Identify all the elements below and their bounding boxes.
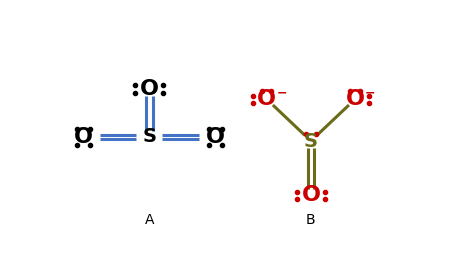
Text: O: O	[206, 127, 225, 147]
Text: A: A	[145, 213, 154, 227]
Text: O: O	[140, 79, 159, 99]
Text: O: O	[73, 127, 92, 147]
Text: −: −	[277, 86, 288, 99]
Text: −: −	[365, 86, 376, 99]
Text: O: O	[257, 89, 276, 109]
Text: S: S	[304, 131, 318, 150]
Text: B: B	[306, 213, 316, 227]
Text: O: O	[301, 185, 320, 205]
Text: O: O	[346, 89, 365, 109]
Text: S: S	[142, 127, 156, 146]
